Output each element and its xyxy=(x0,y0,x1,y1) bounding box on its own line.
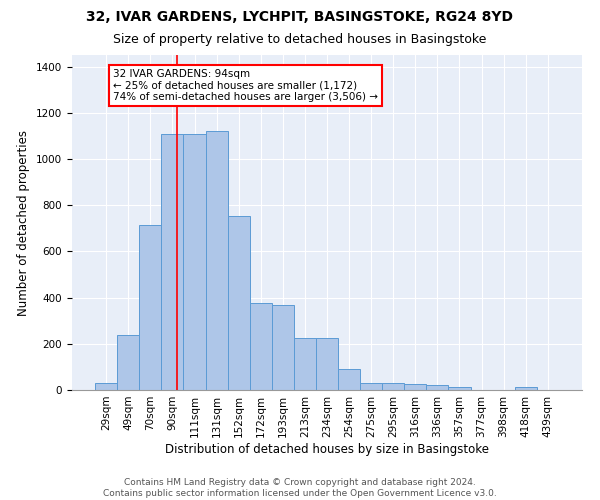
Bar xyxy=(227,216,250,390)
Text: Size of property relative to detached houses in Basingstoke: Size of property relative to detached ho… xyxy=(113,32,487,46)
Bar xyxy=(161,134,184,390)
Text: Contains HM Land Registry data © Crown copyright and database right 2024.
Contai: Contains HM Land Registry data © Crown c… xyxy=(103,478,497,498)
Bar xyxy=(448,387,470,390)
Bar xyxy=(95,383,117,390)
Bar xyxy=(294,338,316,390)
Bar xyxy=(404,384,427,390)
Bar xyxy=(139,225,161,390)
Text: 32, IVAR GARDENS, LYCHPIT, BASINGSTOKE, RG24 8YD: 32, IVAR GARDENS, LYCHPIT, BASINGSTOKE, … xyxy=(86,10,514,24)
Bar xyxy=(184,134,206,390)
Bar xyxy=(250,304,272,390)
Bar xyxy=(117,335,139,390)
Bar xyxy=(272,304,294,390)
Text: 32 IVAR GARDENS: 94sqm
← 25% of detached houses are smaller (1,172)
74% of semi-: 32 IVAR GARDENS: 94sqm ← 25% of detached… xyxy=(113,69,378,102)
X-axis label: Distribution of detached houses by size in Basingstoke: Distribution of detached houses by size … xyxy=(165,442,489,456)
Bar xyxy=(316,338,338,390)
Bar xyxy=(206,131,227,390)
Bar xyxy=(427,386,448,390)
Bar xyxy=(360,383,382,390)
Y-axis label: Number of detached properties: Number of detached properties xyxy=(17,130,31,316)
Bar xyxy=(515,387,537,390)
Bar xyxy=(338,369,360,390)
Bar xyxy=(382,383,404,390)
